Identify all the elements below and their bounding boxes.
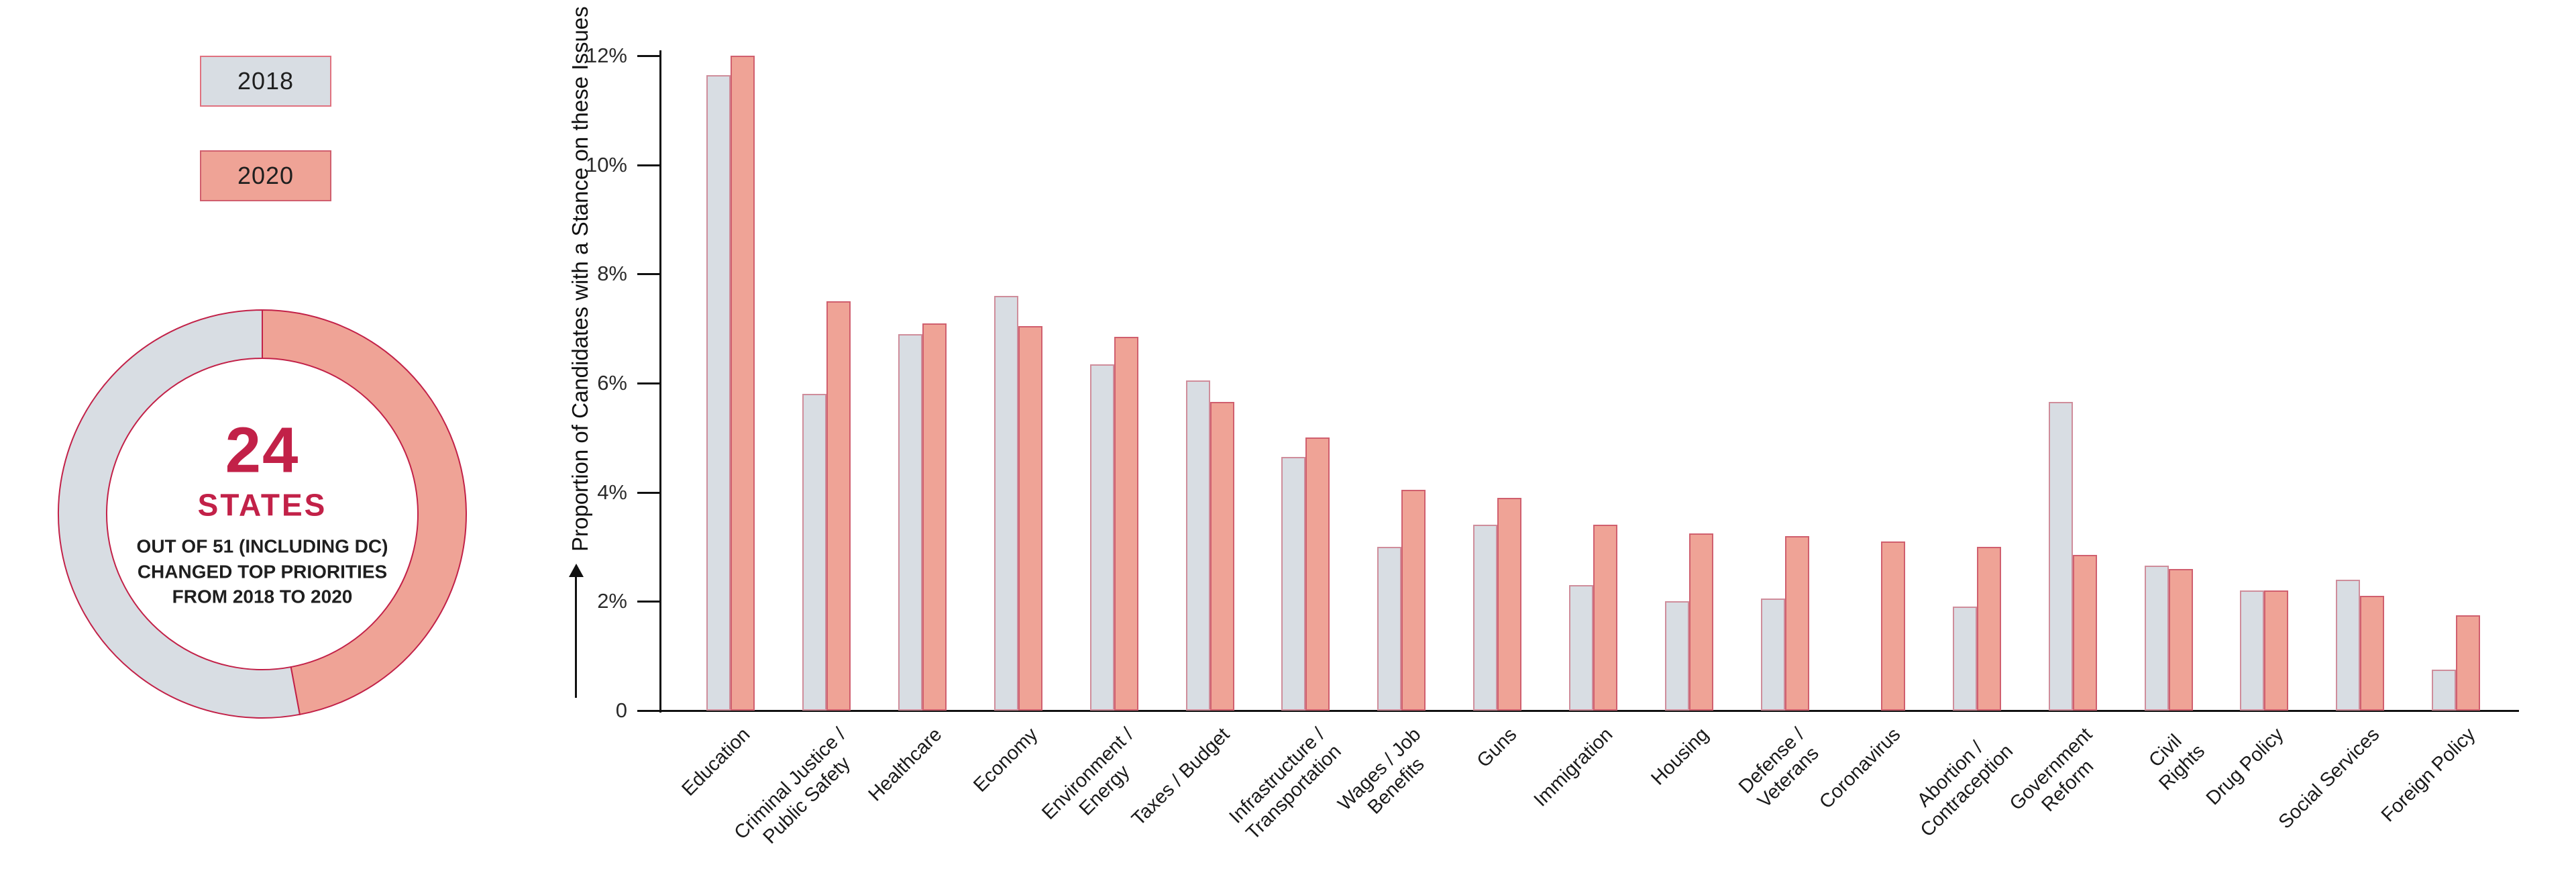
- bar-2018-social-services: [2336, 580, 2361, 711]
- bar-2018-economy: [994, 296, 1018, 711]
- bar-2020-criminal-justice-: [826, 301, 851, 711]
- legend-label-2018: 2018: [237, 67, 294, 95]
- bar-2020-environment-: [1114, 337, 1138, 711]
- bar-2020-healthcare: [922, 323, 947, 711]
- bar-2018-taxes-budget: [1185, 380, 1210, 711]
- bar-2018-criminal-justice-: [802, 394, 826, 711]
- bar-2020-abortion-: [1976, 547, 2001, 711]
- donut-center-text: 24 STATES OUT OF 51 (INCLUDING DC) CHANG…: [118, 414, 407, 610]
- bar-2020-civil: [2168, 569, 2193, 711]
- donut-states-label: STATES: [197, 487, 327, 523]
- x-label-coronavirus: Coronavirus: [1815, 723, 1905, 813]
- bar-2020-immigration: [1593, 525, 1618, 711]
- bar-2018-education: [706, 75, 731, 711]
- donut-slice-changed: [262, 309, 467, 715]
- bar-2020-education: [731, 56, 755, 711]
- bar-2020-housing: [1689, 533, 1713, 711]
- bar-2020-coronavirus: [1880, 541, 1905, 711]
- y-tick-mark-0: [637, 710, 659, 712]
- x-label-foreign-policy: Foreign Policy: [2377, 723, 2480, 827]
- y-tick-label-10: 10%: [585, 152, 627, 176]
- y-tick-mark-12: [637, 55, 659, 58]
- bar-2018-foreign-policy: [2432, 670, 2457, 711]
- y-tick-label-8: 8%: [597, 262, 627, 286]
- bar-2018-healthcare: [898, 334, 922, 711]
- y-tick-mark-2: [637, 601, 659, 603]
- bar-2018-infrastructure-: [1281, 457, 1306, 711]
- donut-number: 24: [225, 414, 300, 486]
- y-tick-mark-4: [637, 491, 659, 494]
- legend-item-2020: 2020: [200, 150, 331, 201]
- y-tick-mark-6: [637, 382, 659, 385]
- bar-2018-abortion-: [1952, 607, 1977, 711]
- x-label-abortion-: Abortion / Contraception: [1913, 737, 2017, 841]
- x-label-infrastructure-: Infrastructure / Transportation: [1225, 723, 1346, 844]
- legend-label-2020: 2020: [237, 162, 294, 189]
- bar-2020-drug-policy: [2264, 590, 2289, 711]
- bar-2018-civil: [2144, 566, 2169, 711]
- bar-2020-infrastructure-: [1305, 437, 1330, 711]
- y-axis-arrow-head-icon: [569, 564, 584, 577]
- y-tick-label-6: 6%: [597, 371, 627, 395]
- x-label-immigration: Immigration: [1529, 723, 1617, 811]
- bar-2020-wages-job: [1401, 490, 1426, 711]
- x-label-economy: Economy: [969, 723, 1042, 796]
- bar-2020-social-services: [2360, 596, 2385, 711]
- bar-2018-housing: [1665, 601, 1689, 711]
- bar-2020-defense-: [1784, 536, 1809, 711]
- bar-2020-taxes-budget: [1210, 402, 1234, 711]
- bar-2018-drug-policy: [2240, 590, 2265, 711]
- x-label-taxes-budget: Taxes / Budget: [1127, 723, 1234, 830]
- donut-slice-unchanged: [57, 309, 301, 719]
- x-label-civil: Civil Rights: [2144, 730, 2209, 795]
- x-label-social-services: Social Services: [2274, 723, 2384, 833]
- bar-2018-environment-: [1089, 364, 1114, 711]
- y-tick-label-4: 4%: [597, 480, 627, 504]
- y-axis-line: [659, 50, 661, 713]
- x-axis-line: [659, 710, 2519, 712]
- x-label-wages-job: Wages / Job Benefits: [1334, 723, 1429, 819]
- y-tick-mark-10: [637, 164, 659, 166]
- bar-2018-government: [2048, 402, 2073, 711]
- x-label-housing: Housing: [1647, 723, 1713, 790]
- y-tick-label-2: 2%: [597, 589, 627, 613]
- legend-item-2018: 2018: [200, 56, 331, 107]
- bar-2018-immigration: [1569, 585, 1594, 711]
- bar-2018-wages-job: [1377, 547, 1402, 711]
- bar-2020-guns: [1497, 498, 1522, 711]
- y-tick-label-12: 12%: [585, 44, 627, 68]
- y-axis-arrow-icon: [575, 576, 577, 698]
- bar-2018-defense-: [1760, 599, 1785, 711]
- x-label-guns: Guns: [1472, 723, 1521, 772]
- bar-2020-foreign-policy: [2456, 615, 2481, 711]
- y-tick-mark-8: [637, 273, 659, 276]
- donut-chart: [57, 309, 467, 719]
- x-label-education: Education: [678, 723, 755, 800]
- x-label-healthcare: Healthcare: [864, 723, 947, 806]
- bar-2020-economy: [1018, 326, 1042, 711]
- bar-2018-guns: [1473, 525, 1498, 711]
- y-tick-label-0: 0: [615, 698, 627, 722]
- donut-caption: OUT OF 51 (INCLUDING DC) CHANGED TOP PRI…: [136, 535, 388, 607]
- x-label-government: Government Reform: [2005, 723, 2098, 816]
- x-label-drug-policy: Drug Policy: [2202, 723, 2288, 810]
- bar-2020-government: [2072, 555, 2097, 711]
- x-label-defense-: Defense / Veterans: [1734, 723, 1823, 813]
